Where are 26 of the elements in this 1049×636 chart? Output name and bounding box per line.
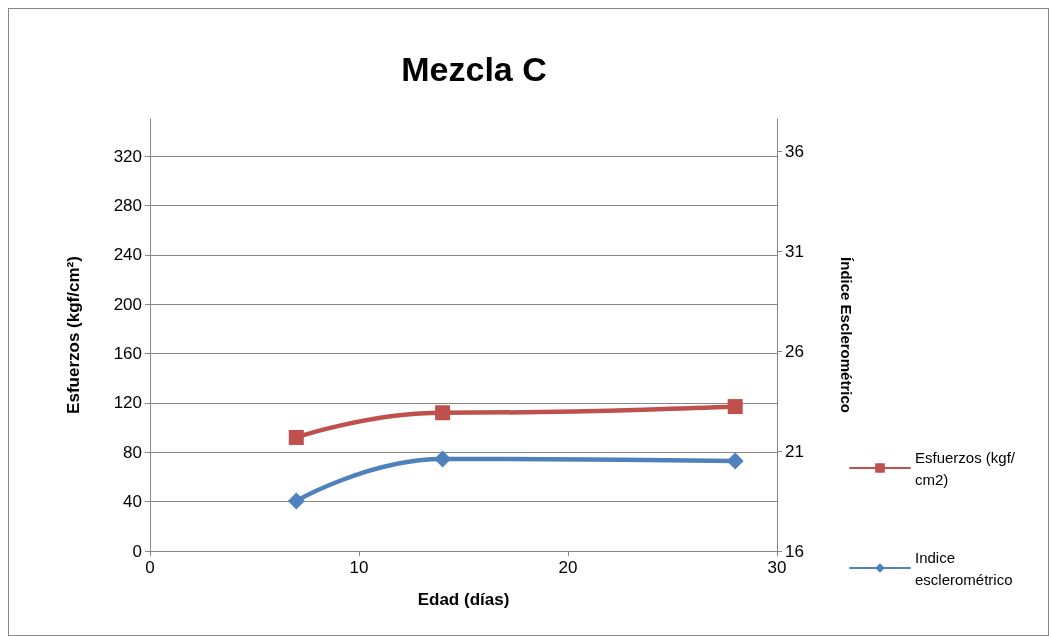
legend-label: Esfuerzos (kgf/cm2) <box>915 448 1016 488</box>
y2-tick-label: 26 <box>785 341 804 361</box>
y-tick-label: 160 <box>113 344 142 364</box>
x-tick-label: 10 <box>349 558 369 577</box>
point <box>287 492 305 510</box>
x-tick-label: 30 <box>767 558 787 577</box>
y-axis-title: Esfuerzos (kgf/cm²) <box>64 256 83 414</box>
legend-label: Indice esclerométrico <box>915 548 1013 588</box>
y-tick-label: 80 <box>123 442 142 462</box>
point <box>726 452 744 470</box>
y2-tick-label: 31 <box>785 241 804 261</box>
x-axis-title: Edad (días) <box>417 590 510 609</box>
y-tick-label: 40 <box>123 492 142 512</box>
y-tick-label: 0 <box>132 541 142 561</box>
y-tick-label: 200 <box>113 294 142 314</box>
x-tick-label: 20 <box>558 558 578 577</box>
y-tick-label: 240 <box>113 245 142 265</box>
y2-axis-title: Índice Esclerométrico <box>838 257 855 413</box>
y2-tick-label: 21 <box>785 441 804 461</box>
chart-title: Mezcla C <box>401 50 547 88</box>
y-tick-label: 320 <box>113 146 142 166</box>
y2-tick-label: 16 <box>785 541 804 561</box>
y-tick-label: 280 <box>113 195 142 215</box>
y2-tick-label: 36 <box>785 141 804 161</box>
x-tick-label: 0 <box>145 558 155 577</box>
y-tick-label: 120 <box>113 393 142 413</box>
